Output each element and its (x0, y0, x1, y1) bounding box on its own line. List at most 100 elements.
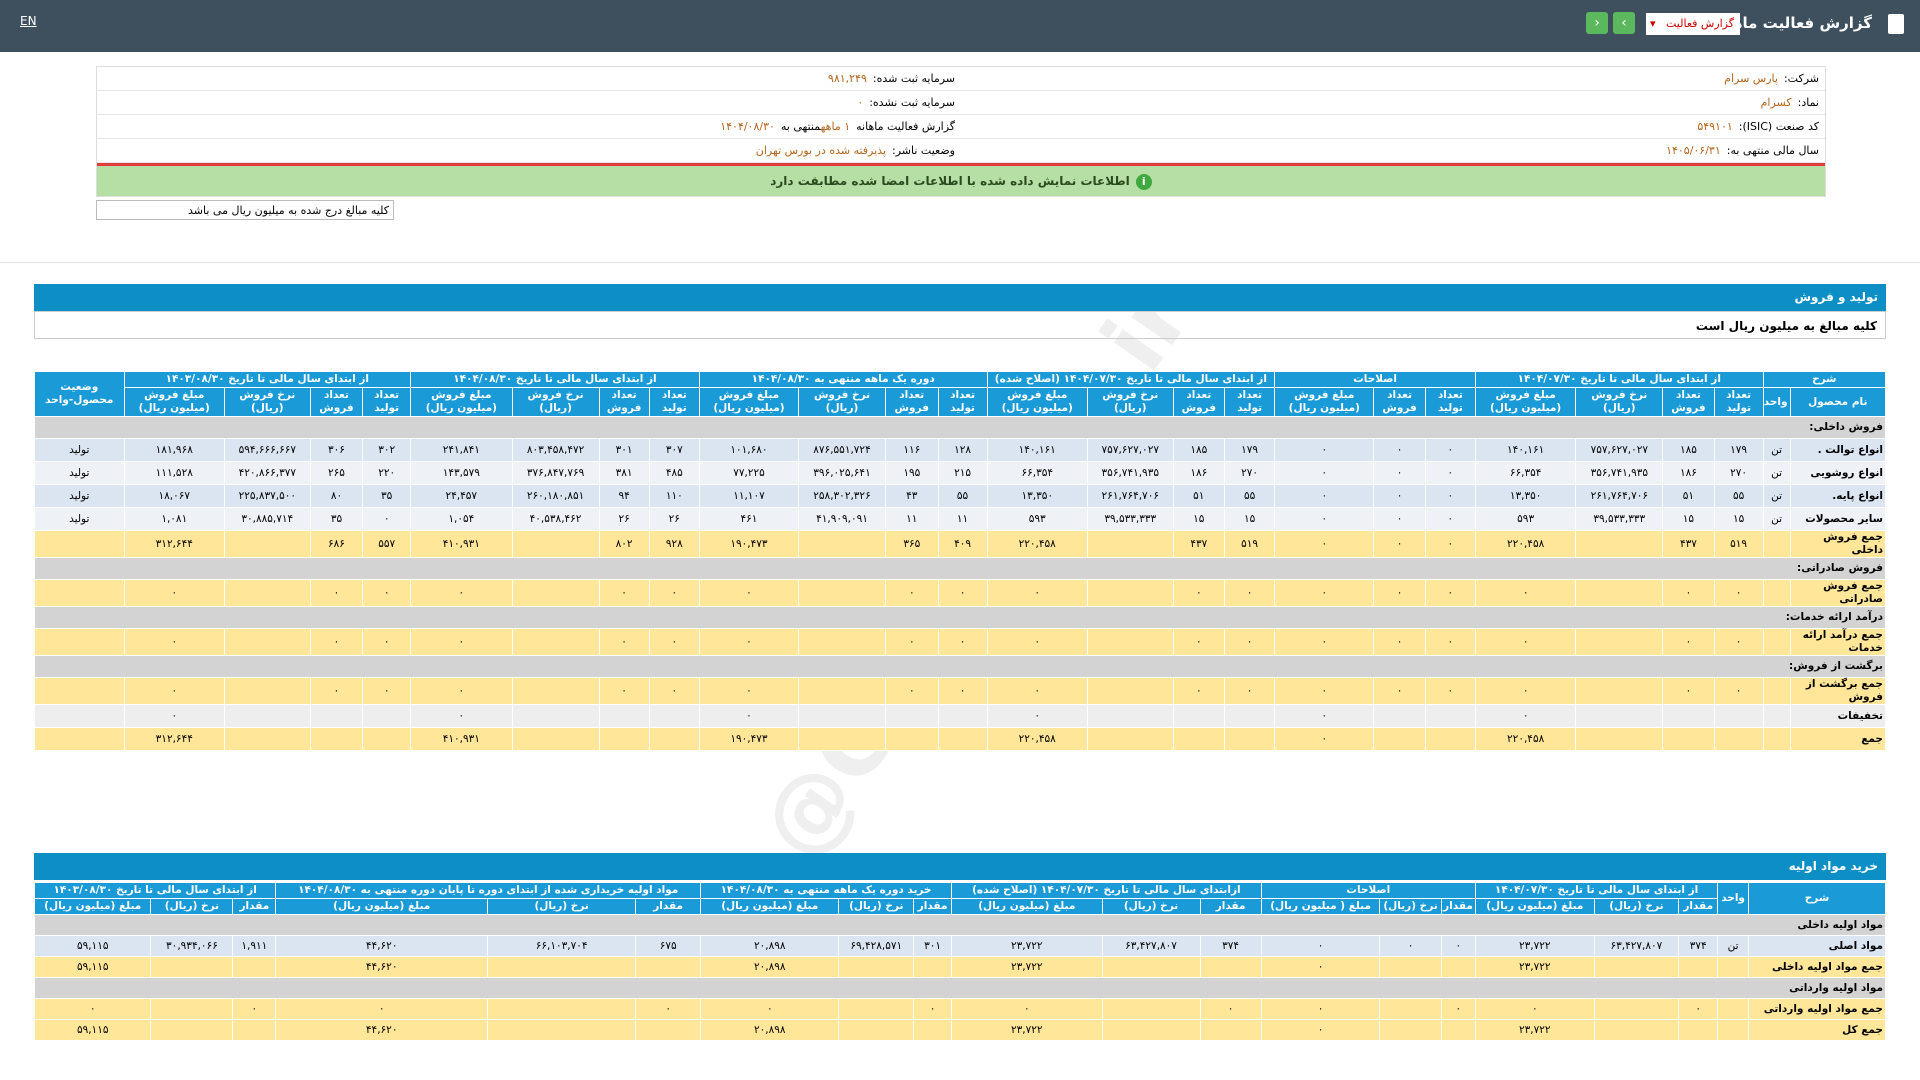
section-label: برگشت از فروش: (34, 655, 1886, 678)
cell: تولید (34, 438, 125, 462)
cell (1575, 530, 1664, 558)
cell (34, 530, 125, 558)
prev-button[interactable]: ‹ (1586, 12, 1608, 34)
cell: ۹۴ (598, 484, 650, 508)
cell: ۴۴,۶۲۰ (275, 1019, 489, 1041)
next-button[interactable]: › (1613, 12, 1635, 34)
cell: ۰ (1260, 1019, 1381, 1041)
cell: ۲۰,۸۹۸ (700, 935, 840, 957)
cell: ۱۸۶ (1662, 461, 1715, 485)
cell: ۴۲۰,۸۶۶,۳۷۷ (223, 461, 311, 485)
cell: ۴۱۰,۹۳۱ (410, 727, 513, 751)
cell: ۶۳,۴۲۷,۸۰۷ (1101, 935, 1201, 957)
cell: ۲۱۵ (937, 461, 988, 485)
cell: ۰ (232, 998, 277, 1020)
column-header: تعداد تولید (1713, 387, 1764, 417)
cell: ۰ (1274, 579, 1375, 607)
section-label: درآمد ارائه خدمات: (34, 606, 1886, 629)
cell (1713, 727, 1764, 751)
cell (150, 998, 234, 1020)
cell: ۲۲۰,۴۵۸ (1474, 727, 1577, 751)
cell: ۰ (1678, 998, 1719, 1020)
cell: ۲۰,۸۹۸ (700, 956, 840, 978)
column-header: نرخ فروش (ریال) (223, 387, 311, 417)
row-label: انواع پایه. (1789, 484, 1887, 508)
cell: ۱۱۱,۵۲۸ (123, 461, 225, 485)
cell (635, 1019, 702, 1041)
cell: ۰ (1172, 579, 1226, 607)
info-label: سرمایه ثبت نشده: (869, 96, 955, 109)
cell: ۰ (648, 579, 700, 607)
cell (232, 1019, 277, 1041)
cell: ۲۲۰ (362, 461, 412, 485)
cell: ۴۸۵ (648, 461, 700, 485)
cell: ۸۰۲ (598, 530, 650, 558)
cell (1662, 704, 1715, 728)
cell (1086, 677, 1174, 705)
cell: ۱۸,۰۶۷ (123, 484, 225, 508)
cell: ۲۳,۷۲۲ (951, 956, 1103, 978)
cell: ۰ (986, 677, 1088, 705)
cell: تن (1762, 507, 1791, 531)
cell: ۰ (598, 628, 650, 656)
group-header: شرح (1747, 882, 1887, 915)
cell (1717, 956, 1749, 978)
cell: ۵۹۳ (986, 507, 1088, 531)
cell: ۰ (309, 628, 364, 656)
cell: ۱۱۶ (884, 438, 939, 462)
cell (913, 956, 953, 978)
cell: ۸۷۶,۵۵۱,۷۲۴ (798, 438, 886, 462)
cell: ۰ (1373, 484, 1426, 508)
cell (511, 727, 600, 751)
cell: ۳۸۱ (598, 461, 650, 485)
cell (838, 998, 915, 1020)
cell (1199, 1019, 1262, 1041)
cell: ۱۱ (937, 507, 988, 531)
cell: ۱۰۱,۶۸۰ (698, 438, 800, 462)
language-link[interactable]: EN (20, 14, 37, 28)
cell (1593, 1019, 1680, 1041)
data-row: جمع مواد اولیه وارداتی ۰ ۰ ۰ ۰ ۰ ۰ ۰ ۰ ۰ ۰ ۰ ۰ (33, 998, 1887, 1020)
column-header: مقدار (232, 898, 277, 915)
cell (1575, 677, 1664, 705)
cell: ۳۵۶,۷۴۱,۹۳۵ (1575, 461, 1664, 485)
cell: ۰ (1424, 579, 1476, 607)
cell (1593, 956, 1680, 978)
cell: ۰ (1172, 628, 1226, 656)
section-row: فروش صادراتی: (34, 557, 1886, 580)
cell: ۴۴,۶۲۰ (275, 935, 489, 957)
cell (913, 1019, 953, 1041)
column-header: تعداد فروش (598, 387, 650, 417)
column-header: نرخ (ریال) (150, 898, 234, 915)
cell (1713, 704, 1764, 728)
column-header: نرخ (ریال) (1379, 898, 1442, 915)
data-row: انواع توالت . تن ۱۷۹ ۱۸۵ ۷۵۷,۶۲۷,۰۲۷ ۱۴۰,۱۶۱ ۰… (34, 438, 1887, 462)
cell (1379, 998, 1442, 1020)
cell: تن (1762, 438, 1791, 462)
cell: ۱۷۹ (1713, 438, 1764, 462)
group-header: از ابتدای سال مالی تا تاریخ ۱۴۰۴/۰۸/۳۰ (410, 371, 700, 388)
cell: ۰ (1260, 935, 1381, 957)
column-header: تعداد تولید (1424, 387, 1476, 417)
cell: ۲۴۱,۸۴۱ (410, 438, 513, 462)
cell (1172, 727, 1226, 751)
cell: ۱,۰۸۱ (123, 507, 225, 531)
cell: ۱۵ (1172, 507, 1226, 531)
info-value: پارس سرام (1724, 72, 1778, 85)
column-header: نرخ فروش (ریال) (1575, 387, 1664, 417)
header-row: شرح از ابتدای سال مالی تا تاریخ ۱۴۰۴/۰۷/۳… (34, 371, 1887, 417)
section-row: مواد اولیه داخلی (34, 914, 1886, 936)
group-header: از ابتدای سال مالی تا تاریخ ۱۴۰۳/۰۸/۳۰ (33, 882, 277, 899)
report-dropdown[interactable]: گزارش فعالیت ▾ (1646, 13, 1740, 35)
data-row: جمع ۲۲۰,۴۵۸ ۰ ۲۲۰,۴۵۸ ۱۹۰,۴۷۳ ۴۱۰,۹۳۱ ۳۱۲,۶۴۴ (34, 727, 1887, 751)
cell: ۰ (1373, 579, 1426, 607)
cell: ۰ (123, 579, 225, 607)
cell: ۳۹,۵۳۳,۳۳۳ (1086, 507, 1174, 531)
cell (223, 579, 311, 607)
cell (34, 727, 125, 751)
section-label: مواد اولیه وارداتی (34, 977, 1886, 999)
cell: ۰ (1274, 530, 1375, 558)
cell: ۹۲۸ (648, 530, 700, 558)
cell (1379, 956, 1442, 978)
info-cell: شرکت: پارس سرام (961, 67, 1825, 90)
